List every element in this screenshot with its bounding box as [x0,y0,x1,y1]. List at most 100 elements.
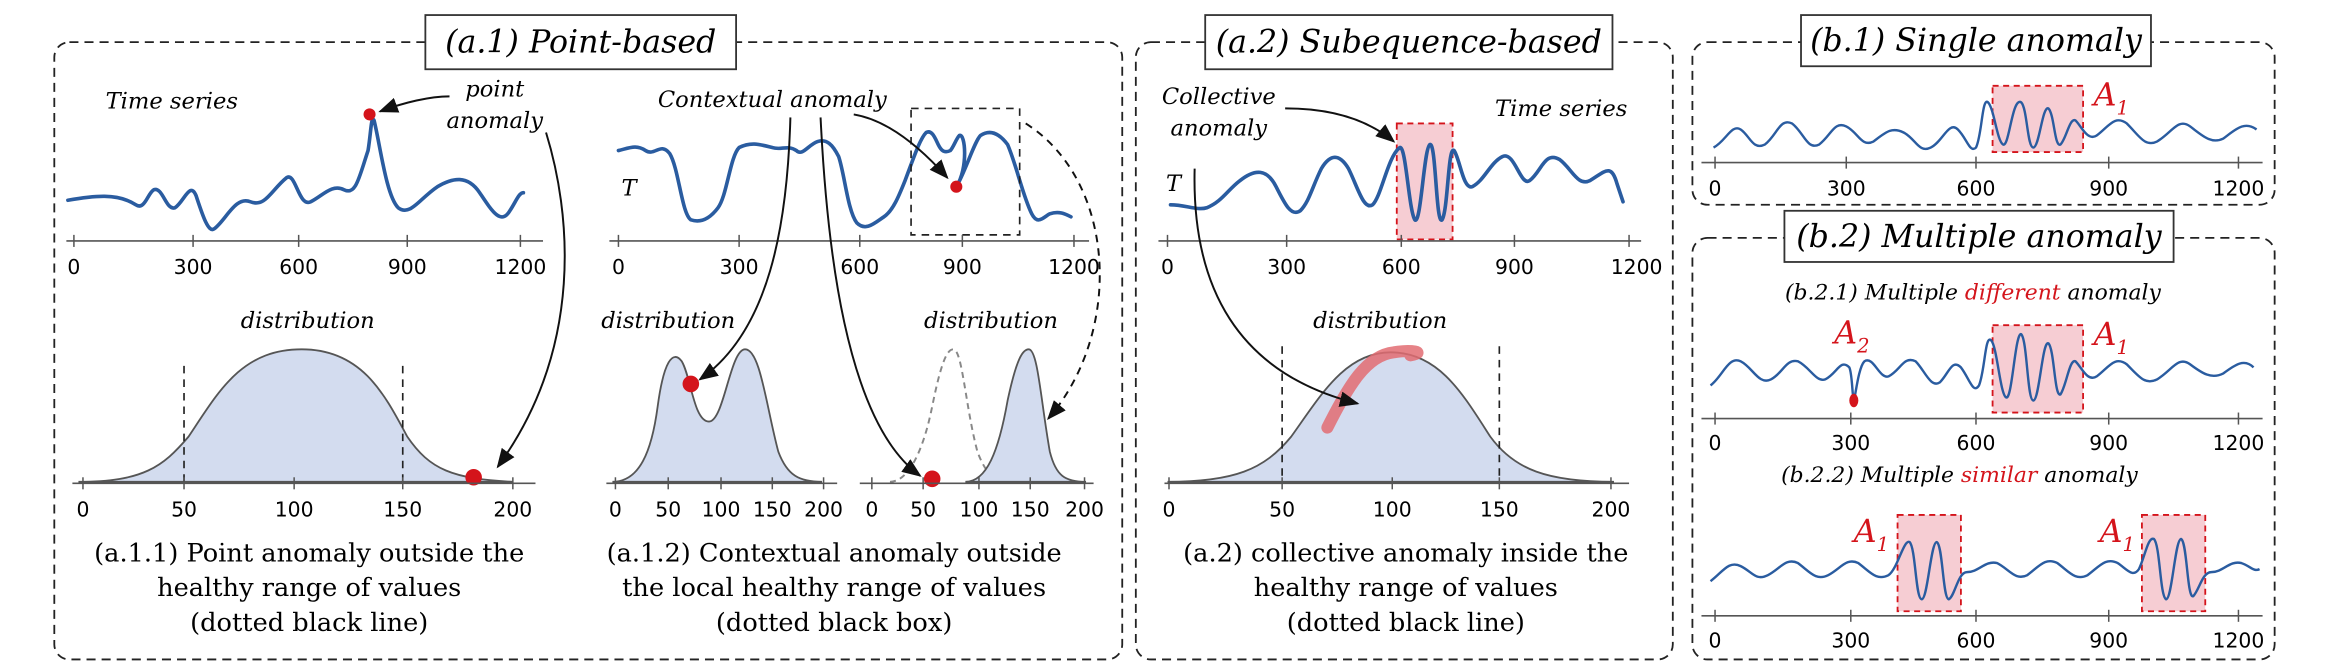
point-anomaly-marker [363,108,376,121]
a2-caption-line-2: healthy range of values [1254,573,1558,603]
panel-b1-title-box [1800,14,2152,68]
a1-dist-tick-150: 150 [383,497,422,521]
panel-a2-title-box [1204,14,1614,71]
a1-2-caption-line-1: (a.1.2) Contextual anomaly outside [607,539,1062,569]
contextual-anomaly-arrow [853,113,949,180]
a1-2-ldist-tick-200: 200 [804,497,843,521]
b2-2-tick-600: 600 [1957,628,1996,652]
a2-to-dist-arrow [1193,168,1360,407]
a1-2-rdist-tick-150: 150 [1011,497,1050,521]
a1-time-series-line [66,117,526,232]
b2-2-ticks [1714,609,2240,622]
b2-1-a2-label: A2 [1831,315,1869,357]
a1-2-dist-right-marker [923,470,941,488]
a1-2-t-label: T [621,176,638,202]
a1-2-rdist-tick-200: 200 [1065,497,1104,521]
a1-2-dist-left-marker [682,375,700,393]
b2-2-first-a1-label: A1 [1851,514,1889,556]
a2-ts-tick-600: 600 [1382,255,1421,279]
a1-1-caption-line-2: healthy range of values [157,573,461,603]
a2-dist-tick-0: 0 [1163,497,1176,521]
b1-tick-900: 900 [2089,177,2128,201]
b2-2-subtitle: (b.2.2) Multiple similar anomaly [1781,463,2138,488]
a1-2-ts-ticks [617,234,1075,247]
panel-b2-title: (b.2) Multiple anomaly [1796,219,2163,255]
a2-time-series-line [1168,142,1625,222]
b1-tick-0: 0 [1709,177,1722,201]
a1-2-ts-tick-600: 600 [840,255,879,279]
a1-1-caption-line-3: (dotted black line) [190,608,428,638]
b2-1-tick-0: 0 [1709,431,1722,455]
a1-dist-ticks [82,477,514,490]
a2-ts-tick-900: 900 [1495,255,1534,279]
b2-1-subtitle: (b.2.1) Multiple different anomaly [1785,281,2162,306]
a1-dist-tick-100: 100 [275,497,314,521]
collective-anomaly-label-2: anomaly [1170,116,1267,142]
a1-2-dist-ticks [614,477,1086,490]
a1-2-local-dist-right [965,348,1087,483]
panel-b1-title: (b.1) Single anomaly [1810,23,2143,59]
a1-2-dist-label-left: distribution [601,308,735,334]
a1-2-rdist-tick-100: 100 [960,497,999,521]
a1-2-ts-tick-900: 900 [943,255,982,279]
b1-tick-300: 300 [1827,177,1866,201]
a2-caption-line-1: (a.2) collective anomaly inside the [1183,539,1628,569]
a1-2-ts-tick-0: 0 [612,255,625,279]
b2-1-tick-900: 900 [2089,431,2128,455]
a1-dist-tick-200: 200 [493,497,532,521]
a1-ts-tick-0: 0 [67,255,80,279]
a1-dist-tick-0: 0 [76,497,89,521]
b1-anomaly-label: A1 [2091,77,2129,119]
b2-1-tick-300: 300 [1831,431,1870,455]
point-anomaly-arrow [378,95,450,113]
a2-dist-ticks [1168,477,1612,490]
b1-time-series-line [1712,100,2258,151]
a1-2-rdist-tick-50: 50 [910,497,936,521]
panel-a2-frame [1134,41,1674,661]
a1-ts-tick-600: 600 [279,255,318,279]
a1-ts-tick-900: 900 [388,255,427,279]
a2-dist-tick-50: 50 [1269,497,1295,521]
a1-2-caption-line-2: the local healthy range of values [622,573,1046,603]
point-anomaly-label-2: anomaly [446,108,543,134]
panel-b2-title-box [1783,209,2175,263]
a2-t-label: T [1166,171,1183,197]
a1-ts-tick-300: 300 [174,255,213,279]
panel-a1-title-box [424,14,737,71]
a1-2-ldist-tick-150: 150 [753,497,792,521]
b2-1-a1-label: A1 [2091,317,2129,359]
a2-distribution-curve [1167,351,1614,483]
a1-1-caption-line-1: (a.1.1) Point anomaly outside the [94,539,524,569]
a1-2-time-series-line [616,130,1073,229]
a2-ts-ticks [1166,234,1630,247]
contextual-window-box [910,107,1021,236]
b2-1-a2-marker [1849,393,1859,408]
b2-2-second-a1-label: A1 [2097,514,2135,556]
a1-2-caption-line-3: (dotted black box) [716,608,952,638]
a1-2-dist-label-right: distribution [924,308,1058,334]
a1-2-arrow-to-left-dist [698,117,792,381]
a2-ts-label: Time series [1495,96,1627,122]
a2-ts-tick-1200: 1200 [1611,255,1663,279]
b2-1-ticks [1714,412,2240,425]
b2-1-tick-600: 600 [1957,431,1996,455]
a1-2-arrow-to-right-dist [819,117,922,477]
b2-1-time-series-line [1709,333,2255,402]
a2-caption-line-3: (dotted black line) [1287,608,1525,638]
a1-2-ldist-tick-100: 100 [702,497,741,521]
a1-2-ldist-tick-50: 50 [655,497,681,521]
a1-2-ts-tick-1200: 1200 [1048,255,1100,279]
a1-point-to-dist-arrow [496,132,566,469]
panel-a2-title: (a.2) Subequence-based [1216,25,1602,61]
a1-2-rdist-tick-0: 0 [865,497,878,521]
a2-ts-tick-300: 300 [1267,255,1306,279]
a1-dist-label: distribution [241,308,375,334]
a1-2-bimodal-dist-left [612,348,823,483]
a1-2-window-to-dist-arrow [1025,122,1101,421]
point-anomaly-label-1: point [465,76,525,102]
b2-2-tick-900: 900 [2089,628,2128,652]
a1-2-ldist-tick-0: 0 [609,497,622,521]
